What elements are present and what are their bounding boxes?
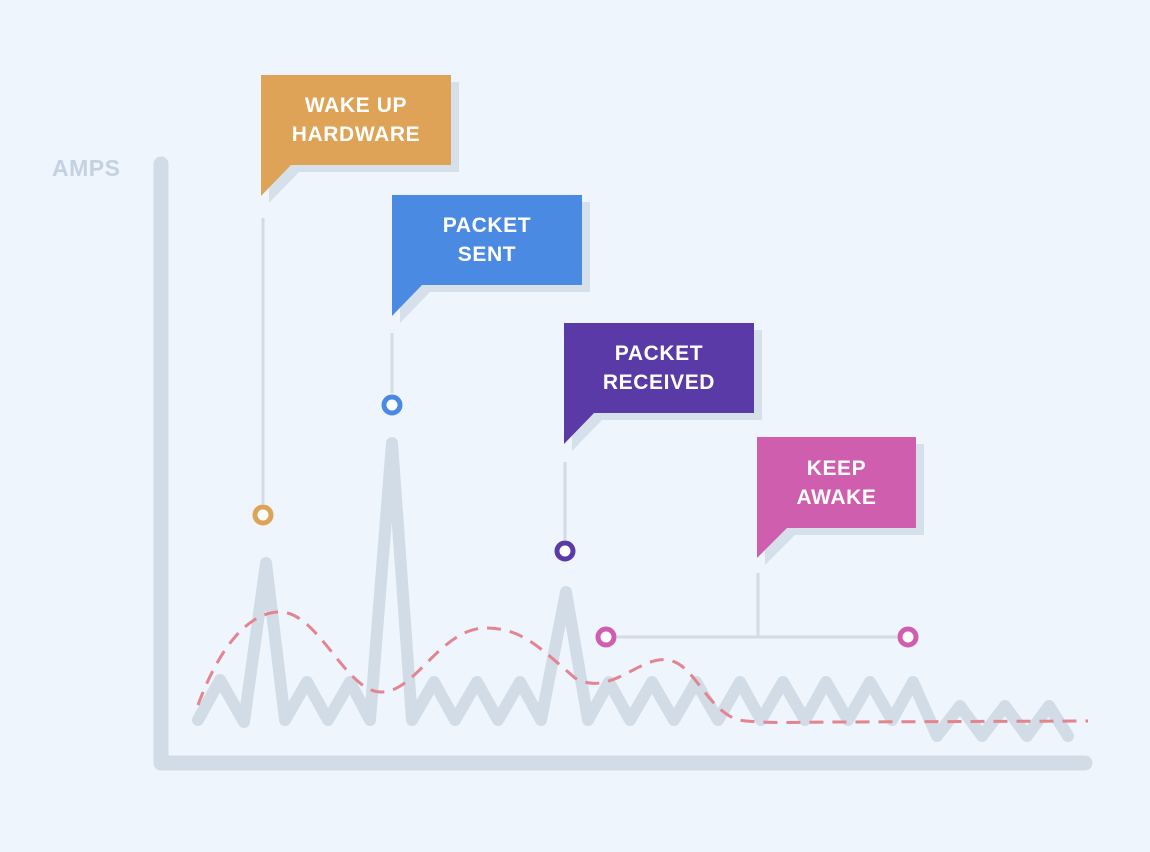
packet-sent-line-1: PACKET [442, 214, 532, 237]
keep-awake-line-1: KEEP [806, 456, 867, 480]
wake-up-line-2: HARDWARE [291, 123, 421, 146]
packet-sent-flag-shape [392, 195, 582, 316]
packet-received-flag-shape [564, 323, 754, 444]
average-current-dashed-curve [196, 610, 1089, 724]
keep-awake-line-2: AWAKE [796, 485, 877, 509]
packet-received-line-2: RECEIVED [602, 371, 716, 394]
keep-awake-flag-shape [757, 437, 916, 558]
packet-received-line-1: PACKET [614, 342, 704, 365]
packet-received-marker [554, 540, 576, 562]
packet-sent-label: PACKET SENT [392, 195, 582, 285]
keep-awake-label: KEEP AWAKE [757, 437, 916, 528]
wake-up-line-1: WAKE UP [304, 94, 408, 117]
keep-awake-start-marker [595, 626, 617, 648]
wake-up-hardware-label: WAKE UP HARDWARE [261, 75, 451, 165]
wake-up-marker [252, 504, 274, 526]
wake-up-flag-shape [261, 75, 451, 196]
current-signal-line [192, 437, 1074, 742]
keep-awake-end-marker [897, 626, 919, 648]
packet-sent-line-2: SENT [457, 243, 517, 266]
axis-lines [153, 156, 1093, 771]
packet-sent-marker [381, 394, 403, 416]
y-axis-label: AMPS [52, 155, 121, 181]
packet-received-label: PACKET RECEIVED [564, 323, 754, 413]
